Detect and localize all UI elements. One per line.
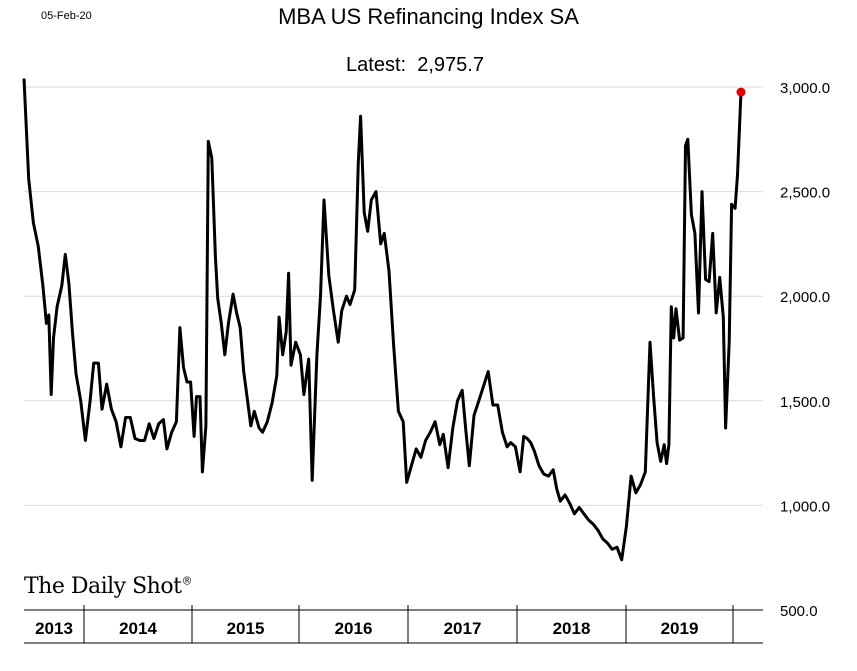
x-tick-labels: 2013 2014 2015 2016 2017 2018 2019 [35,605,734,643]
y-tick-label: 2,000.0 [780,289,830,306]
x-tick-label: 2018 [553,619,591,638]
latest-marker-group [736,87,746,97]
x-tick-label: 2014 [119,619,157,638]
x-tick-label: 2019 [661,619,699,638]
x-tick-label: 2017 [444,619,482,638]
y-tick-label: 500.0 [780,603,818,620]
latest-value: 2,975.7 [417,54,484,76]
y-tick-label: 2,500.0 [780,185,830,202]
brand-mark: ® [181,574,192,588]
chart-title: MBA US Refinancing Index SA [278,4,579,29]
y-tick-labels: 500.0 1,000.0 1,500.0 2,000.0 2,500.0 3,000.0 [780,80,830,620]
brand-logo: The Daily Shot® [24,574,192,599]
series-polyline [22,78,743,562]
series-line [22,78,743,562]
axes [24,609,763,644]
latest-point-marker [736,87,746,97]
gridlines [24,86,763,506]
x-tick-label: 2015 [227,619,265,638]
y-tick-label: 1,000.0 [780,498,830,515]
latest-label: Latest: [346,54,407,76]
y-tick-label: 1,500.0 [780,394,830,411]
x-tick-label: 2016 [335,619,373,638]
latest-value-box: Latest: 2,975.7 [285,45,545,85]
brand-name: The Daily Shot [24,574,182,599]
date-label: 05-Feb-20 [41,10,92,22]
y-tick-label: 3,000.0 [780,80,830,97]
x-tick-label: 2013 [35,619,73,638]
